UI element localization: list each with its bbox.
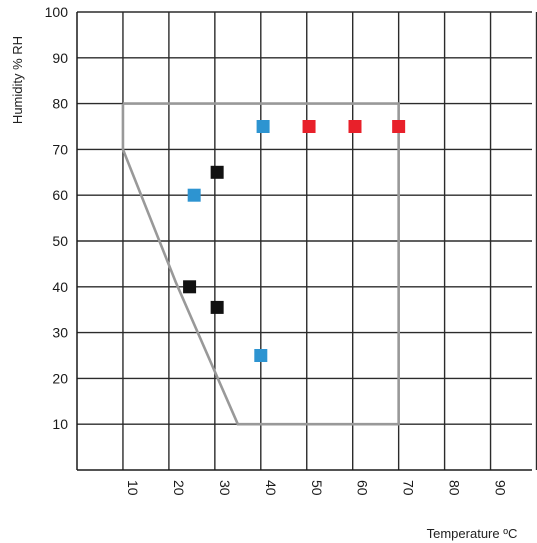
x-tick-label: 40 — [263, 480, 279, 496]
data-markers — [183, 120, 406, 362]
y-tick-label: 20 — [52, 370, 68, 386]
y-tick-label: 60 — [52, 187, 68, 203]
y-tick-label: 90 — [52, 50, 68, 66]
y-tick-label: 100 — [45, 4, 69, 20]
grid — [77, 11, 537, 470]
x-tick-label: 50 — [309, 480, 325, 496]
data-point — [183, 280, 197, 294]
y-axis-label: Humidity % RH — [10, 36, 25, 124]
y-tick-labels: 10 20 30 40 50 60 70 80 90 100 — [45, 4, 69, 432]
x-tick-label: 30 — [217, 480, 233, 496]
data-point — [254, 349, 268, 362]
x-tick-label: 20 — [171, 480, 187, 496]
operating-envelope — [121, 102, 400, 426]
y-tick-label: 10 — [52, 416, 68, 432]
y-tick-label: 50 — [52, 233, 68, 249]
y-tick-label: 40 — [52, 279, 68, 295]
data-point — [210, 165, 224, 179]
data-point — [256, 120, 270, 133]
y-tick-label: 70 — [52, 141, 68, 157]
x-tick-label: 60 — [355, 480, 371, 496]
y-tick-label: 30 — [52, 325, 68, 341]
x-axis-label: Temperature ºC — [427, 526, 518, 541]
data-point — [302, 120, 316, 133]
x-tick-label: 10 — [125, 480, 141, 496]
y-tick-label: 80 — [52, 96, 68, 112]
data-point — [210, 300, 224, 314]
data-point — [392, 120, 406, 133]
x-tick-label: 80 — [447, 480, 463, 496]
data-point — [348, 120, 362, 133]
data-point — [187, 188, 201, 202]
x-tick-label: 70 — [401, 480, 417, 496]
x-tick-label: 90 — [493, 480, 509, 496]
